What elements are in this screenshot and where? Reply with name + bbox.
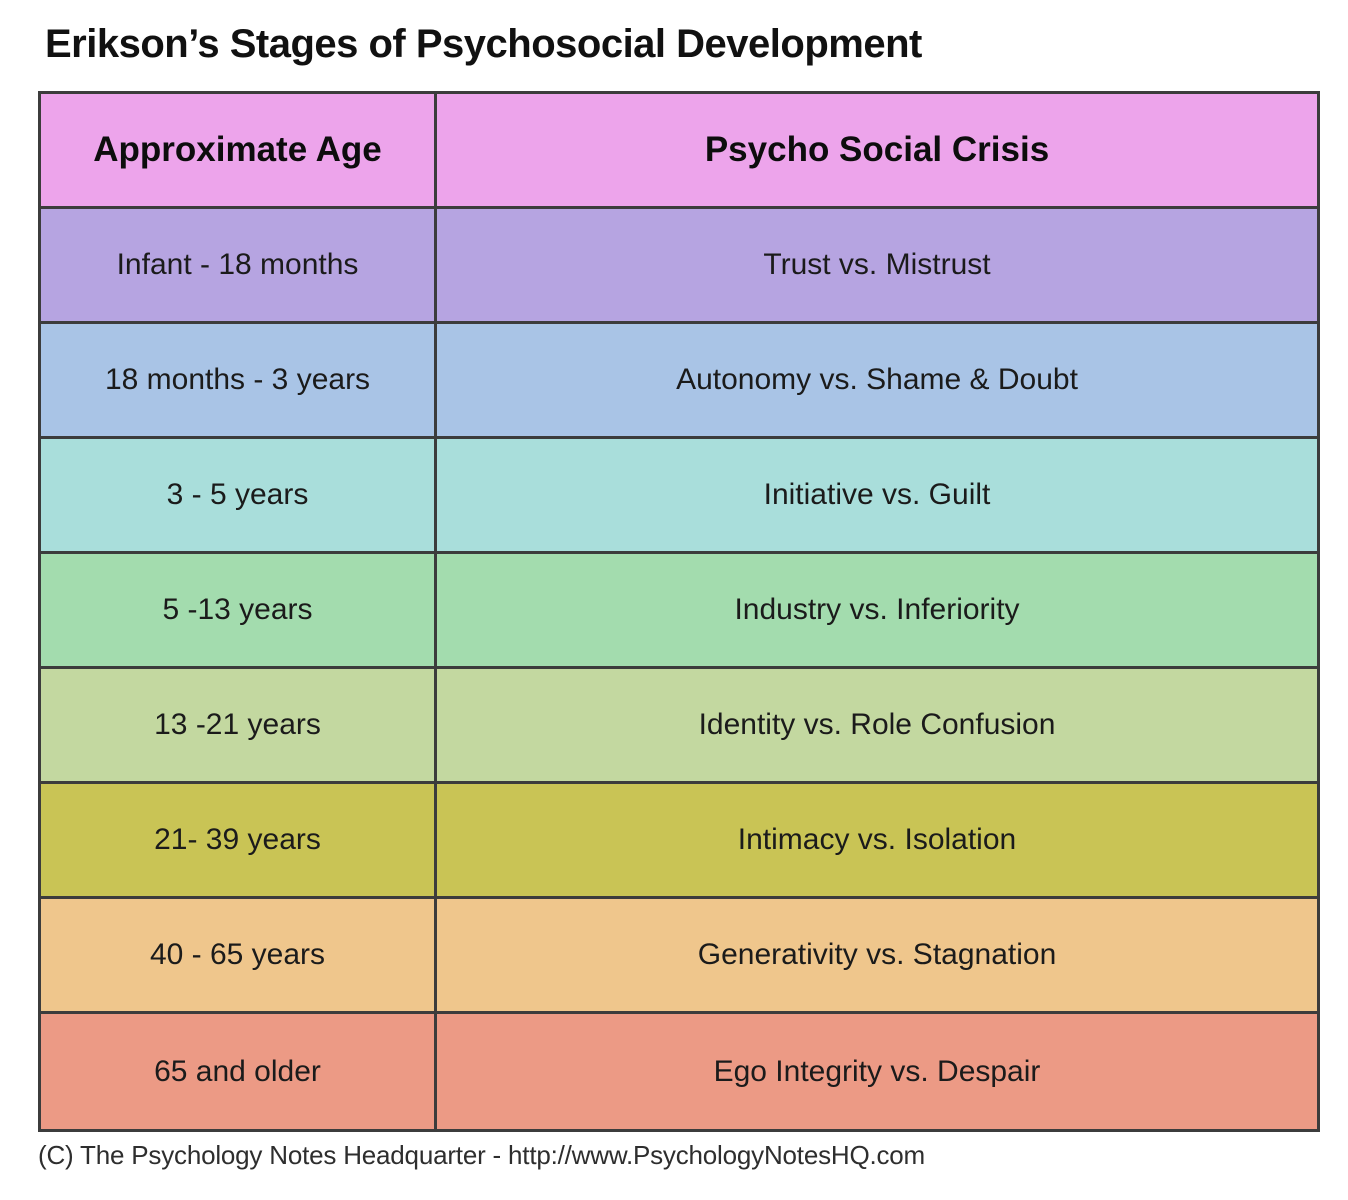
table-header-row: Approximate Age Psycho Social Crisis — [41, 94, 1317, 209]
copyright-footer: (C) The Psychology Notes Headquarter - h… — [38, 1140, 926, 1170]
age-cell: Infant - 18 months — [41, 209, 437, 321]
crisis-cell: Autonomy vs. Shame & Doubt — [676, 363, 1078, 396]
table-row: 5 -13 years Industry vs. Inferiority — [41, 554, 1317, 669]
table-row: Infant - 18 months Trust vs. Mistrust — [41, 209, 1317, 324]
crisis-cell: Ego Integrity vs. Despair — [713, 1054, 1041, 1088]
crisis-cell: Generativity vs. Stagnation — [697, 938, 1057, 971]
age-cell: 5 -13 years — [41, 554, 437, 666]
crisis-cell: Industry vs. Inferiority — [734, 593, 1020, 626]
header-approximate-age: Approximate Age — [41, 94, 437, 206]
crisis-cell: Trust vs. Mistrust — [763, 248, 991, 281]
header-psycho-social-crisis: Psycho Social Crisis — [704, 130, 1050, 169]
age-cell: 21- 39 years — [41, 784, 437, 896]
stages-table: Approximate Age Psycho Social Crisis Inf… — [38, 91, 1320, 1132]
age-cell: 13 -21 years — [41, 669, 437, 781]
table-row: 21- 39 years Intimacy vs. Isolation — [41, 784, 1317, 899]
page-title: Erikson’s Stages of Psychosocial Develop… — [45, 22, 922, 66]
table-row: 13 -21 years Identity vs. Role Confusion — [41, 669, 1317, 784]
table-row: 65 and older Ego Integrity vs. Despair — [41, 1014, 1317, 1129]
table-row: 18 months - 3 years Autonomy vs. Shame &… — [41, 324, 1317, 439]
crisis-cell: Intimacy vs. Isolation — [737, 823, 1017, 856]
age-cell: 3 - 5 years — [41, 439, 437, 551]
crisis-cell: Initiative vs. Guilt — [763, 478, 991, 511]
table-row: 40 - 65 years Generativity vs. Stagnatio… — [41, 899, 1317, 1014]
crisis-cell: Identity vs. Role Confusion — [698, 708, 1056, 741]
age-cell: 40 - 65 years — [41, 899, 437, 1011]
page: Erikson’s Stages of Psychosocial Develop… — [38, 22, 1320, 1170]
table-row: 3 - 5 years Initiative vs. Guilt — [41, 439, 1317, 554]
age-cell: 18 months - 3 years — [41, 324, 437, 436]
age-cell: 65 and older — [41, 1014, 437, 1129]
